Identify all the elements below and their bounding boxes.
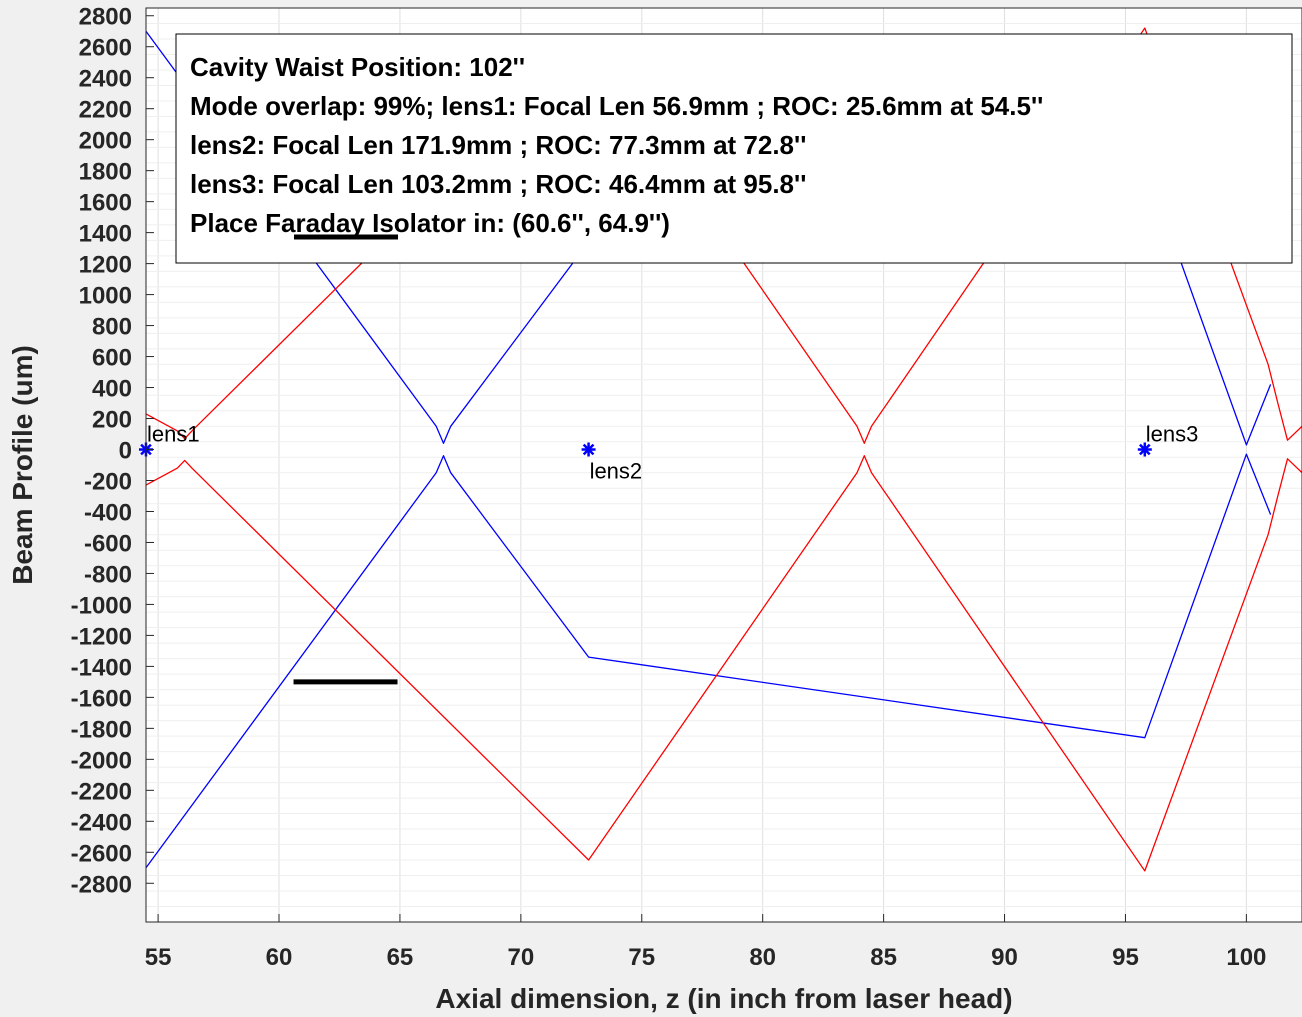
x-tick-label: 90 [991,944,1018,971]
y-tick-label: 800 [92,314,132,341]
y-tick-label: -2200 [71,778,132,805]
x-tick-label: 70 [508,944,535,971]
y-tick-label: -600 [84,530,132,557]
y-tick-label: 1000 [79,283,132,310]
y-tick-label: -2000 [71,747,132,774]
x-axis-label: Axial dimension, z (in inch from laser h… [435,983,1012,1014]
series-line-red-4 [145,455,1302,872]
lens-markers: lens1 lens2 lens3 [139,422,1198,484]
y-tick-label: 1600 [79,190,132,217]
lens-marker-lens3 [1137,442,1152,457]
y-tick-label: -2600 [71,840,132,867]
y-tick-label: 2600 [79,35,132,62]
y-tick-label: 1800 [79,159,132,186]
y-tick-label: -800 [84,561,132,588]
y-tick-label: -200 [84,468,132,495]
x-tick-label: 75 [628,944,655,971]
y-tick-label: -1200 [71,623,132,650]
series-line-blue-2 [145,453,1272,869]
lens-label-lens3: lens3 [1146,422,1199,447]
annotation-line-5: Place Faraday Isolator in: (60.6'', 64.9… [190,208,670,238]
y-tick-label: 200 [92,407,132,434]
lens-marker-lens2 [581,442,596,457]
x-tick-label: 95 [1112,944,1139,971]
y-tick-label: 600 [92,345,132,372]
lens-label-lens2: lens2 [590,459,643,484]
x-tick-label: 65 [387,944,414,971]
y-tick-label: 1400 [79,221,132,248]
annotation-frame [175,33,1293,264]
annotation-line-2: Mode overlap: 99%; lens1: Focal Len 56.9… [190,91,1043,121]
y-tick-label: -1400 [71,654,132,681]
series-line-red-3 [145,27,1302,444]
y-tick-label: -2400 [71,809,132,836]
x-tick-label: 60 [266,944,293,971]
y-tick-label: -2800 [71,871,132,898]
lens-label-lens1: lens1 [147,422,200,447]
y-tick-label: -1600 [71,685,132,712]
x-tick-label: 80 [749,944,776,971]
y-axis-label: Beam Profile (um) [7,345,38,585]
x-tick-label: 100 [1226,944,1266,971]
y-tick-label: 2000 [79,128,132,155]
series-line-blue-1 [145,30,1272,446]
y-tick-label: -400 [84,499,132,526]
y-tick-label: 2800 [79,4,132,31]
y-tick-label: -1000 [71,592,132,619]
x-tick-label: 85 [870,944,897,971]
annotation-line-1: Cavity Waist Position: 102'' [190,52,525,82]
annotation-line-4: lens3: Focal Len 103.2mm ; ROC: 46.4mm a… [190,169,806,199]
y-tick-label: -1800 [71,716,132,743]
annotation-line-3: lens2: Focal Len 171.9mm ; ROC: 77.3mm a… [190,130,806,160]
y-tick-label: 2400 [79,66,132,93]
series-lines [145,27,1302,872]
y-tick-label: 400 [92,376,132,403]
x-tick-label: 55 [145,944,172,971]
y-tick-label: 0 [119,438,132,465]
y-tick-label: 2200 [79,97,132,124]
plot-frame [145,7,1302,923]
annotation-box: Cavity Waist Position: 102'' Mode overla… [175,33,1293,264]
y-tick-label: 1200 [79,252,132,279]
tick-labels: 55 60 65 70 75 80 85 90 95 100 2800 2600 2400 2200 200… [71,4,1267,971]
